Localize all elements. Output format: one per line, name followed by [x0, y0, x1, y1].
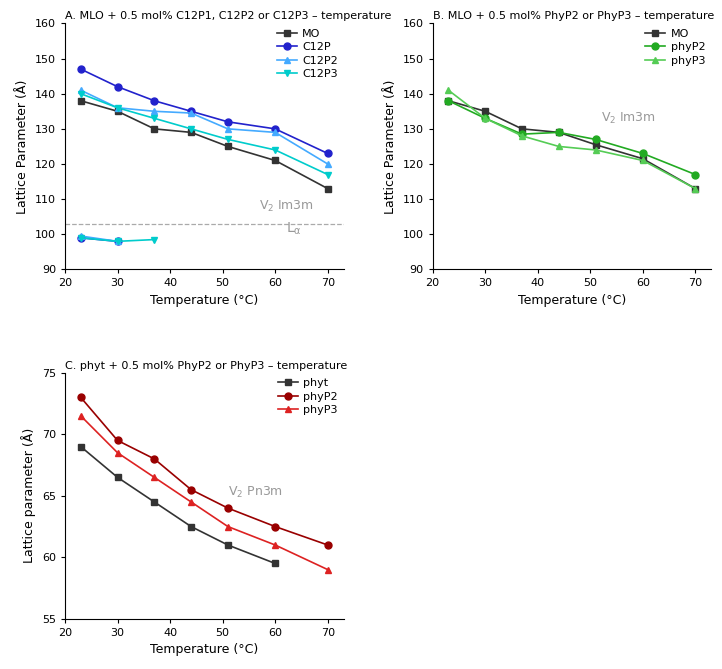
MO [113, 107, 122, 115]
C12P [323, 149, 332, 157]
Line: phyP2: phyP2 [77, 394, 331, 549]
Legend: phyt, phyP2, phyP3: phyt, phyP2, phyP3 [278, 379, 338, 415]
Text: L$_{\mathregular{\alpha}}$: L$_{\mathregular{\alpha}}$ [286, 221, 302, 237]
C12P3 [224, 135, 232, 143]
X-axis label: Temperature (°C): Temperature (°C) [150, 294, 258, 307]
MO [638, 155, 647, 163]
Text: B. MLO + 0.5 mol% PhyP2 or PhyP3 – temperature: B. MLO + 0.5 mol% PhyP2 or PhyP3 – tempe… [432, 11, 714, 21]
phyP3 [271, 541, 279, 549]
Text: V$_{\mathregular{2}}$ Im3m: V$_{\mathregular{2}}$ Im3m [601, 111, 656, 126]
Line: phyP3: phyP3 [445, 87, 699, 192]
MO [481, 107, 490, 115]
phyP2 [77, 393, 85, 401]
X-axis label: Temperature (°C): Temperature (°C) [150, 644, 258, 656]
Line: MO: MO [445, 97, 699, 192]
phyP3 [638, 157, 647, 165]
Line: phyP3: phyP3 [77, 412, 331, 573]
phyP3 [113, 449, 122, 457]
phyP3 [518, 132, 526, 140]
MO [224, 142, 232, 151]
phyt [271, 559, 279, 567]
phyP2 [518, 130, 526, 138]
phyP3 [444, 86, 453, 94]
Text: V$_{\mathregular{2}}$ Pn3m: V$_{\mathregular{2}}$ Pn3m [228, 485, 283, 500]
phyP2 [187, 486, 196, 494]
C12P3 [187, 125, 196, 133]
phyP2 [638, 149, 647, 157]
phyP3 [554, 142, 563, 151]
Y-axis label: Lattice Parameter (Å): Lattice Parameter (Å) [17, 79, 30, 213]
phyP2 [150, 455, 159, 463]
X-axis label: Temperature (°C): Temperature (°C) [518, 294, 626, 307]
C12P [187, 107, 196, 115]
MO [323, 185, 332, 193]
phyP3 [150, 474, 159, 482]
C12P2 [187, 109, 196, 117]
Text: C. phyt + 0.5 mol% PhyP2 or PhyP3 – temperature: C. phyt + 0.5 mol% PhyP2 or PhyP3 – temp… [65, 361, 347, 371]
C12P3 [113, 104, 122, 112]
phyP2 [323, 541, 332, 549]
phyP2 [271, 522, 279, 531]
C12P3 [271, 146, 279, 154]
C12P3 [323, 171, 332, 179]
MO [691, 185, 700, 193]
C12P2 [150, 107, 159, 115]
MO [187, 128, 196, 136]
phyt [187, 522, 196, 531]
Line: phyP2: phyP2 [445, 97, 699, 178]
phyt [150, 498, 159, 506]
C12P3 [77, 90, 85, 98]
C12P2 [224, 125, 232, 133]
C12P2 [271, 128, 279, 136]
C12P [224, 118, 232, 126]
phyP2 [481, 114, 490, 122]
MO [271, 157, 279, 165]
phyP3 [691, 185, 700, 193]
Y-axis label: Lattice Parameter (Å): Lattice Parameter (Å) [384, 79, 397, 213]
MO [150, 125, 159, 133]
phyt [224, 541, 232, 549]
Line: phyt: phyt [77, 443, 279, 567]
Y-axis label: Lattice parameter (Å): Lattice parameter (Å) [22, 428, 36, 563]
phyt [77, 443, 85, 451]
phyP3 [77, 412, 85, 420]
phyP3 [591, 146, 600, 154]
phyP2 [113, 436, 122, 444]
phyP2 [224, 504, 232, 512]
phyP3 [323, 565, 332, 573]
phyP3 [224, 522, 232, 531]
Legend: MO, phyP2, phyP3: MO, phyP2, phyP3 [645, 29, 705, 66]
Line: MO: MO [77, 97, 331, 192]
C12P [150, 97, 159, 105]
Line: C12P: C12P [77, 66, 331, 157]
C12P [77, 65, 85, 73]
phyP3 [481, 114, 490, 122]
C12P2 [77, 86, 85, 94]
phyP3 [187, 498, 196, 506]
Line: C12P2: C12P2 [77, 87, 331, 167]
MO [444, 97, 453, 105]
Line: C12P3: C12P3 [77, 90, 331, 178]
C12P2 [323, 160, 332, 168]
MO [518, 125, 526, 133]
phyP2 [691, 171, 700, 179]
C12P2 [113, 104, 122, 112]
C12P3 [150, 114, 159, 122]
phyP2 [444, 97, 453, 105]
phyP2 [554, 128, 563, 136]
Text: V$_{\mathregular{2}}$ Im3m: V$_{\mathregular{2}}$ Im3m [259, 199, 314, 214]
C12P [271, 125, 279, 133]
MO [591, 140, 600, 149]
phyt [113, 474, 122, 482]
Text: A. MLO + 0.5 mol% C12P1, C12P2 or C12P3 – temperature: A. MLO + 0.5 mol% C12P1, C12P2 or C12P3 … [65, 11, 391, 21]
phyP2 [591, 135, 600, 143]
MO [554, 128, 563, 136]
Legend: MO, C12P, C12P2, C12P3: MO, C12P, C12P2, C12P3 [277, 29, 338, 79]
MO [77, 97, 85, 105]
C12P [113, 83, 122, 91]
